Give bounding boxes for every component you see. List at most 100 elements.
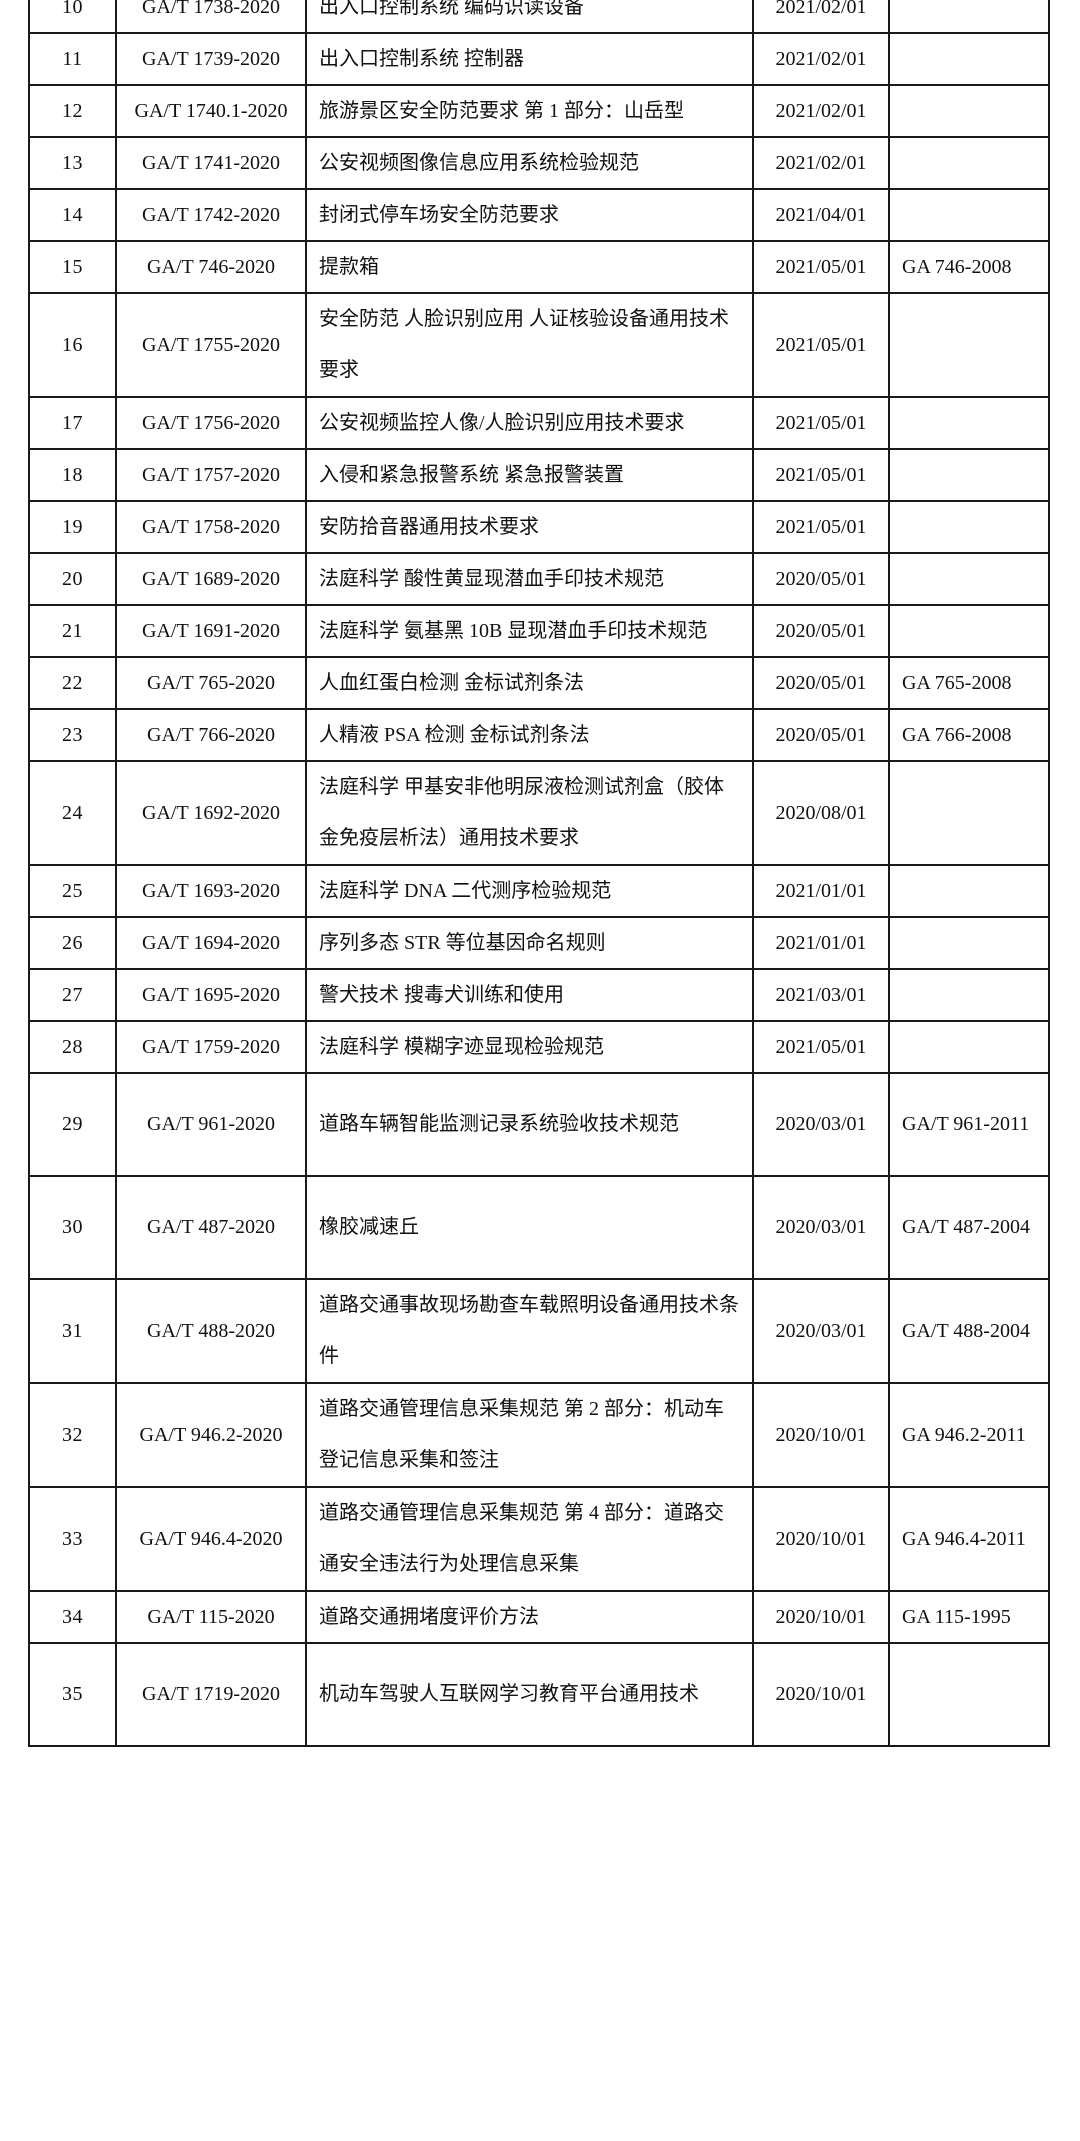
cell-seq: 24 [28, 760, 117, 866]
cell-effective-date: 2020/10/01 [752, 1486, 890, 1592]
cell-replaced-standard: GA/T 488-2004 [888, 1278, 1050, 1384]
cell-standard-code: GA/T 1738-2020 [115, 0, 307, 34]
cell-effective-date: 2021/05/01 [752, 500, 890, 554]
standards-table: 10 GA/T 1738-2020 出入口控制系统 编码识读设备 2021/02/01… [28, 0, 1050, 1747]
cell-seq: 20 [28, 552, 117, 606]
table-row: 22 GA/T 765-2020 人血红蛋白检测 金标试剂条法 2020/05/01 G… [28, 656, 1050, 710]
cell-standard-code: GA/T 1739-2020 [115, 32, 307, 86]
cell-seq: 32 [28, 1382, 117, 1488]
cell-seq: 34 [28, 1590, 117, 1644]
cell-effective-date: 2020/05/01 [752, 708, 890, 762]
table-row: 26 GA/T 1694-2020 序列多态 STR 等位基因命名规则 2021/01… [28, 916, 1050, 970]
cell-effective-date: 2021/02/01 [752, 136, 890, 190]
table-row: 12 GA/T 1740.1-2020 旅游景区安全防范要求 第 1 部分：山岳型 2… [28, 84, 1050, 138]
cell-standard-code: GA/T 1741-2020 [115, 136, 307, 190]
cell-standard-code: GA/T 1740.1-2020 [115, 84, 307, 138]
cell-standard-code: GA/T 765-2020 [115, 656, 307, 710]
cell-effective-date: 2021/04/01 [752, 188, 890, 242]
table-row: 30 GA/T 487-2020 橡胶减速丘 2020/03/01 GA/T 487-2… [28, 1175, 1050, 1280]
cell-effective-date: 2021/05/01 [752, 396, 890, 450]
cell-standard-code: GA/T 1742-2020 [115, 188, 307, 242]
cell-effective-date: 2021/01/01 [752, 864, 890, 918]
cell-replaced-standard: GA 746-2008 [888, 240, 1050, 294]
cell-effective-date: 2020/03/01 [752, 1072, 890, 1177]
cell-standard-name: 警犬技术 搜毒犬训练和使用 [305, 968, 754, 1022]
table-body: 10 GA/T 1738-2020 出入口控制系统 编码识读设备 2021/02/01… [28, 0, 1050, 1747]
cell-replaced-standard: GA 946.2-2011 [888, 1382, 1050, 1488]
cell-replaced-standard [888, 0, 1050, 34]
cell-standard-name: 公安视频监控人像/人脸识别应用技术要求 [305, 396, 754, 450]
cell-replaced-standard: GA 766-2008 [888, 708, 1050, 762]
cell-standard-code: GA/T 115-2020 [115, 1590, 307, 1644]
table-row: 27 GA/T 1695-2020 警犬技术 搜毒犬训练和使用 2021/03/01 [28, 968, 1050, 1022]
cell-standard-code: GA/T 487-2020 [115, 1175, 307, 1280]
cell-replaced-standard [888, 968, 1050, 1022]
cell-effective-date: 2021/01/01 [752, 916, 890, 970]
cell-standard-code: GA/T 766-2020 [115, 708, 307, 762]
cell-standard-name: 出入口控制系统 控制器 [305, 32, 754, 86]
cell-standard-code: GA/T 1692-2020 [115, 760, 307, 866]
table-row: 33 GA/T 946.4-2020 道路交通管理信息采集规范 第 4 部分：道路交… [28, 1486, 1050, 1592]
cell-replaced-standard [888, 32, 1050, 86]
cell-standard-code: GA/T 1755-2020 [115, 292, 307, 398]
cell-seq: 35 [28, 1642, 117, 1747]
cell-seq: 27 [28, 968, 117, 1022]
table-row: 25 GA/T 1693-2020 法庭科学 DNA 二代测序检验规范 2021/01… [28, 864, 1050, 918]
cell-effective-date: 2020/05/01 [752, 656, 890, 710]
cell-effective-date: 2020/03/01 [752, 1175, 890, 1280]
cell-seq: 15 [28, 240, 117, 294]
cell-standard-name: 法庭科学 DNA 二代测序检验规范 [305, 864, 754, 918]
cell-seq: 19 [28, 500, 117, 554]
cell-seq: 31 [28, 1278, 117, 1384]
cell-standard-name: 法庭科学 模糊字迹显现检验规范 [305, 1020, 754, 1074]
cell-standard-code: GA/T 488-2020 [115, 1278, 307, 1384]
cell-seq: 11 [28, 32, 117, 86]
cell-standard-name: 入侵和紧急报警系统 紧急报警装置 [305, 448, 754, 502]
table-row: 28 GA/T 1759-2020 法庭科学 模糊字迹显现检验规范 2021/05/0… [28, 1020, 1050, 1074]
cell-seq: 29 [28, 1072, 117, 1177]
cell-standard-name: 法庭科学 氨基黑 10B 显现潜血手印技术规范 [305, 604, 754, 658]
cell-seq: 25 [28, 864, 117, 918]
cell-seq: 12 [28, 84, 117, 138]
table-row: 18 GA/T 1757-2020 入侵和紧急报警系统 紧急报警装置 2021/05/… [28, 448, 1050, 502]
table-row: 32 GA/T 946.2-2020 道路交通管理信息采集规范 第 2 部分：机动车… [28, 1382, 1050, 1488]
cell-seq: 22 [28, 656, 117, 710]
cell-standard-name: 法庭科学 酸性黄显现潜血手印技术规范 [305, 552, 754, 606]
cell-effective-date: 2021/05/01 [752, 292, 890, 398]
cell-effective-date: 2020/10/01 [752, 1642, 890, 1747]
cell-effective-date: 2021/02/01 [752, 0, 890, 34]
cell-replaced-standard [888, 188, 1050, 242]
cell-effective-date: 2021/03/01 [752, 968, 890, 1022]
cell-replaced-standard [888, 1642, 1050, 1747]
cell-replaced-standard [888, 916, 1050, 970]
cell-standard-name: 机动车驾驶人互联网学习教育平台通用技术 [305, 1642, 754, 1747]
cell-standard-code: GA/T 1719-2020 [115, 1642, 307, 1747]
cell-effective-date: 2021/02/01 [752, 32, 890, 86]
cell-seq: 33 [28, 1486, 117, 1592]
cell-effective-date: 2020/05/01 [752, 552, 890, 606]
cell-standard-name: 法庭科学 甲基安非他明尿液检测试剂盒（胶体金免疫层析法）通用技术要求 [305, 760, 754, 866]
cell-effective-date: 2020/08/01 [752, 760, 890, 866]
cell-effective-date: 2021/02/01 [752, 84, 890, 138]
cell-standard-name: 安防拾音器通用技术要求 [305, 500, 754, 554]
cell-replaced-standard: GA 115-1995 [888, 1590, 1050, 1644]
table-row: 23 GA/T 766-2020 人精液 PSA 检测 金标试剂条法 2020/05/… [28, 708, 1050, 762]
cell-standard-name: 道路交通拥堵度评价方法 [305, 1590, 754, 1644]
cell-standard-name: 道路交通事故现场勘查车载照明设备通用技术条件 [305, 1278, 754, 1384]
cell-seq: 10 [28, 0, 117, 34]
cell-replaced-standard: GA/T 487-2004 [888, 1175, 1050, 1280]
table-row: 20 GA/T 1689-2020 法庭科学 酸性黄显现潜血手印技术规范 2020/0… [28, 552, 1050, 606]
table-row: 29 GA/T 961-2020 道路车辆智能监测记录系统验收技术规范 2020/03… [28, 1072, 1050, 1177]
cell-effective-date: 2021/05/01 [752, 1020, 890, 1074]
table-row: 21 GA/T 1691-2020 法庭科学 氨基黑 10B 显现潜血手印技术规范 2… [28, 604, 1050, 658]
cell-seq: 21 [28, 604, 117, 658]
cell-replaced-standard [888, 604, 1050, 658]
cell-standard-name: 安全防范 人脸识别应用 人证核验设备通用技术要求 [305, 292, 754, 398]
table-row: 34 GA/T 115-2020 道路交通拥堵度评价方法 2020/10/01 GA 1… [28, 1590, 1050, 1644]
cell-effective-date: 2021/05/01 [752, 448, 890, 502]
cell-seq: 14 [28, 188, 117, 242]
cell-standard-name: 人精液 PSA 检测 金标试剂条法 [305, 708, 754, 762]
table-row: 10 GA/T 1738-2020 出入口控制系统 编码识读设备 2021/02/01 [28, 0, 1050, 34]
cell-standard-code: GA/T 1758-2020 [115, 500, 307, 554]
